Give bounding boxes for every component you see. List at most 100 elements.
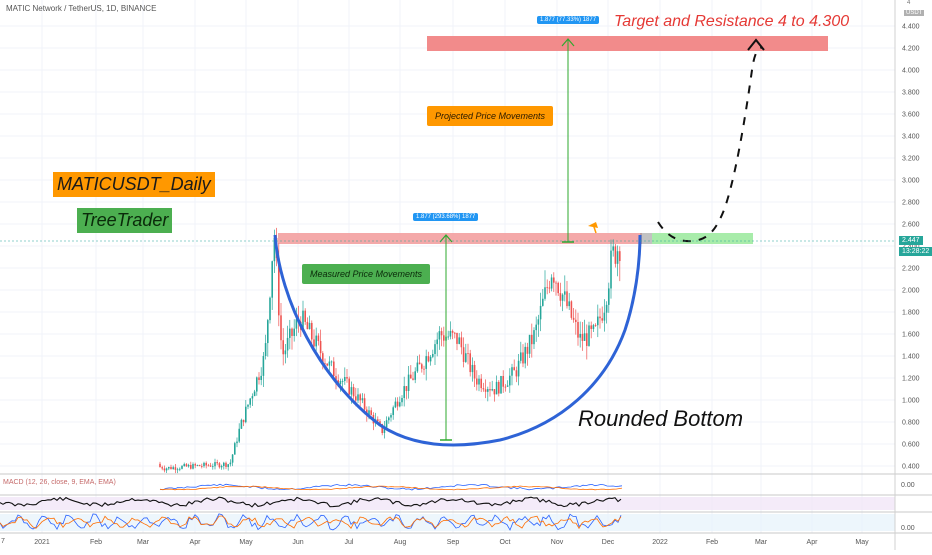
candle-body xyxy=(278,258,280,316)
symbol-label: MATICUSDT_Daily xyxy=(53,172,215,197)
candle-body xyxy=(260,375,262,381)
flag-pole xyxy=(592,223,597,234)
candle-body xyxy=(482,388,485,390)
candle-body xyxy=(291,328,293,336)
candle-body xyxy=(590,325,592,330)
candle-body xyxy=(493,389,496,395)
candle-body xyxy=(179,468,181,470)
candle-body xyxy=(231,454,234,463)
stoch-k-line xyxy=(0,513,622,531)
candle-body xyxy=(348,378,350,395)
candle-body xyxy=(190,465,192,469)
candle-body xyxy=(256,377,258,392)
candle-body xyxy=(185,464,188,467)
candle-body xyxy=(163,468,166,471)
macd-line xyxy=(159,483,623,491)
candle-body xyxy=(410,374,412,379)
symbol-title: MATIC Network / TetherUS, 1D, BINANCE xyxy=(6,4,157,13)
candle-body xyxy=(583,333,586,341)
grid xyxy=(0,0,895,533)
candle-body xyxy=(262,356,265,376)
target-text: Target and Resistance 4 to 4.300 xyxy=(614,13,850,30)
candle-body xyxy=(601,318,603,321)
candle-body xyxy=(546,287,548,289)
candle-body xyxy=(315,335,317,347)
candle-body xyxy=(187,465,190,467)
candle-body xyxy=(220,466,223,468)
candle-body xyxy=(570,301,573,318)
candle-body xyxy=(581,333,584,341)
candle-body xyxy=(612,246,614,251)
candle-body xyxy=(240,419,243,429)
candle-body xyxy=(390,415,392,418)
candle-body xyxy=(205,462,207,466)
pattern-label: Rounded Bottom xyxy=(578,406,744,431)
candle-body xyxy=(495,381,498,395)
candle-body xyxy=(209,465,212,467)
time-axis-leading: 7 xyxy=(1,538,5,545)
candle-body xyxy=(614,246,617,264)
candle-body xyxy=(550,277,553,289)
candle-body xyxy=(203,462,205,467)
candle-body xyxy=(432,354,434,357)
candle-body xyxy=(234,443,236,455)
stoch-d-line xyxy=(0,515,622,530)
candle-body xyxy=(579,333,581,338)
candle-body xyxy=(548,287,551,289)
candle-body xyxy=(619,251,621,262)
candle-body xyxy=(500,376,502,394)
candle-body xyxy=(557,282,559,294)
candle-body xyxy=(284,350,287,355)
candle-body xyxy=(531,334,533,345)
candle-body xyxy=(302,310,304,330)
candle-body xyxy=(212,466,214,468)
candle-body xyxy=(253,391,256,397)
candle-body xyxy=(194,464,196,466)
candle-body xyxy=(236,441,238,444)
candle-body xyxy=(295,319,298,329)
candle-body xyxy=(436,339,438,345)
measure-bottom-tag: 1.877 (293.68%) 1877 xyxy=(413,213,479,221)
candle-body xyxy=(491,389,493,391)
time-axis[interactable]: 2021 Feb Mar Apr May Jun Jul Aug Sep Oct Nov Dec 202… xyxy=(34,539,869,546)
candle-body xyxy=(247,404,249,407)
resistance-zone xyxy=(278,233,642,244)
candle-body xyxy=(399,402,401,407)
candle-body xyxy=(161,467,163,469)
candle-body xyxy=(513,367,515,371)
time-tick-label: Aug xyxy=(394,539,407,546)
macd-signal-line xyxy=(159,485,623,491)
candle-body xyxy=(456,332,458,344)
candle-body xyxy=(539,305,542,320)
price-tick-label: 2.800 xyxy=(902,200,920,207)
candle-body xyxy=(599,316,601,319)
candle-body xyxy=(520,352,522,361)
candle-body xyxy=(447,336,449,338)
candle-body xyxy=(511,367,513,376)
candle-body xyxy=(304,310,306,322)
candle-body xyxy=(394,401,397,408)
candle-body xyxy=(258,377,260,381)
candle-body xyxy=(544,287,546,299)
candle-body xyxy=(249,398,251,405)
candle-body xyxy=(407,374,410,391)
candle-body xyxy=(198,465,201,467)
price-tick-label: 2.600 xyxy=(902,222,920,229)
time-tick-label: Jun xyxy=(292,539,303,546)
candle-body xyxy=(229,462,232,465)
candle-body xyxy=(586,333,588,346)
candle-body xyxy=(335,376,337,381)
currency-badge: USDT xyxy=(904,10,925,16)
countdown-tag: 13:28:22 xyxy=(899,247,932,256)
macd-legend[interactable]: MACD (12, 26, close, 9, EMA, EMA) xyxy=(3,479,116,486)
candle-body xyxy=(172,467,174,470)
candle-body xyxy=(333,361,335,377)
candle-body xyxy=(216,462,218,464)
candle-body xyxy=(572,317,575,320)
candle-body xyxy=(555,282,557,284)
candle-body xyxy=(425,356,427,369)
candle-body xyxy=(317,335,320,342)
candle-body xyxy=(577,322,579,338)
